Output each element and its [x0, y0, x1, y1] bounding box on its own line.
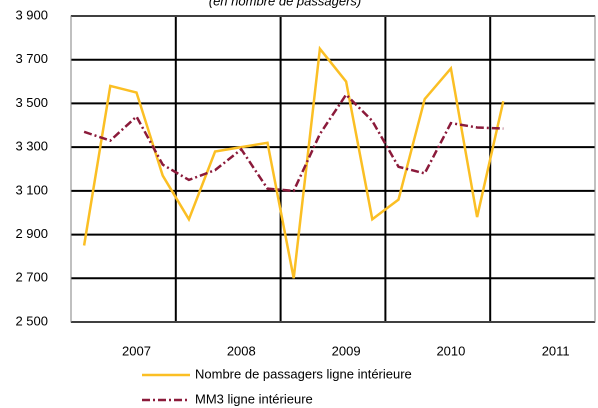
y-tick-label: 3 500: [15, 95, 48, 110]
y-tick-label: 3 300: [15, 139, 48, 154]
y-tick-label: 3 700: [15, 51, 48, 66]
legend-label: MM3 ligne intérieure: [195, 391, 313, 406]
y-tick-label: 2 700: [15, 270, 48, 285]
chart-subtitle: (en nombre de passagers): [209, 0, 361, 8]
series-line: [82, 45, 505, 279]
x-tick-label: 2008: [227, 343, 256, 358]
series-line: [83, 92, 504, 193]
y-tick-label: 3 900: [15, 7, 48, 22]
x-tick-label: 2010: [436, 343, 465, 358]
y-tick-label: 2 900: [15, 226, 48, 241]
y-tick-label: 3 100: [15, 182, 48, 197]
legend-label: Nombre de passagers ligne intérieure: [195, 366, 412, 381]
x-tick-label: 2011: [542, 343, 570, 358]
y-tick-label: 2 500: [15, 313, 48, 328]
x-tick-label: 2009: [332, 343, 361, 358]
x-tick-label: 2007: [122, 343, 151, 358]
plot-border: [70, 15, 596, 323]
